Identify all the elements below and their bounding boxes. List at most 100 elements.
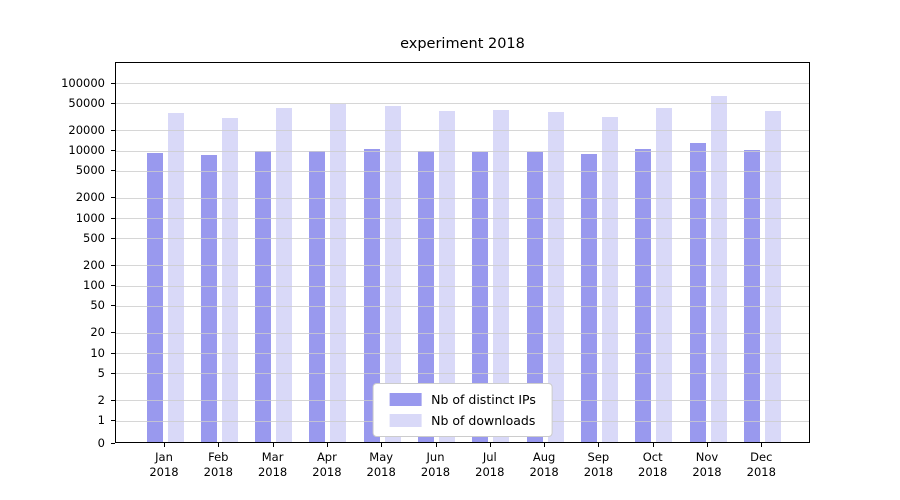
y-tick-label: 1000 (75, 210, 105, 225)
y-tick-label: 2000 (75, 190, 105, 205)
chart-title: experiment 2018 (400, 36, 525, 52)
legend-swatch-distinct-ips (389, 393, 422, 406)
y-tick-label: 10000 (68, 143, 105, 157)
x-tick-label: Dec 2018 (746, 450, 776, 479)
y-tick-label: 2 (97, 392, 105, 407)
y-tick-mark (111, 170, 115, 172)
y-tick-mark (111, 102, 115, 104)
y-tick-mark (111, 285, 115, 286)
x-tick-label: Aug 2018 (529, 450, 559, 479)
legend-label-distinct-ips: Nb of distinct IPs (431, 392, 536, 407)
gridline-y-100000 (116, 83, 809, 84)
gridline-y-50 (116, 305, 809, 307)
y-tick-mark (111, 150, 115, 151)
y-tick-label: 200 (83, 257, 105, 272)
y-tick-label: 50 (90, 298, 105, 313)
legend-item-downloads: Nb of downloads (389, 413, 536, 428)
bar-downloads-jul (493, 109, 510, 442)
y-tick-mark (111, 82, 115, 84)
x-tick-label: Jul 2018 (475, 450, 505, 479)
gridline-y-2000 (116, 197, 809, 199)
y-tick-mark (111, 237, 115, 239)
y-tick-mark (111, 332, 115, 334)
bar-downloads-sep (601, 116, 618, 442)
x-tick-mark (435, 443, 437, 447)
x-tick-mark (164, 443, 165, 447)
y-tick-mark (111, 443, 115, 444)
plot-area: Nb of distinct IPs Nb of downloads (115, 62, 810, 443)
x-tick-label: Sep 2018 (583, 450, 614, 479)
y-tick-label: 50000 (68, 95, 105, 110)
y-tick-label: 100 (83, 278, 105, 292)
bar-distinct-ips-nov (689, 142, 706, 442)
x-tick-label: Nov 2018 (692, 450, 722, 479)
bar-distinct-ips-jan (146, 152, 163, 442)
bar-distinct-ips-jul (472, 151, 489, 442)
y-tick-mark (111, 197, 115, 199)
x-tick-label: Jun 2018 (420, 450, 451, 479)
x-tick-mark (707, 443, 708, 447)
gridline-y-100 (116, 285, 809, 287)
gridline-y-5 (116, 373, 809, 375)
bar-downloads-jun (439, 111, 455, 442)
bar-downloads-oct (656, 107, 673, 442)
gridline-y-20 (116, 332, 809, 334)
bar-downloads-aug (547, 112, 564, 442)
x-tick-mark (544, 443, 546, 447)
x-tick-label: Feb 2018 (203, 450, 233, 479)
x-tick-label: Mar 2018 (257, 450, 288, 479)
legend: Nb of distinct IPs Nb of downloads (372, 383, 553, 437)
gridline-y-20000 (116, 130, 809, 132)
x-tick-mark (326, 443, 328, 447)
bar-downloads-jan (167, 113, 184, 442)
gridline-y-10000 (116, 150, 809, 152)
legend-item-distinct-ips: Nb of distinct IPs (389, 392, 536, 407)
bar-downloads-apr (330, 104, 347, 442)
x-tick-mark (652, 443, 654, 447)
y-tick-label: 500 (83, 230, 105, 245)
gridline-y-200 (116, 265, 809, 267)
legend-swatch-downloads (389, 414, 422, 427)
gridline-y-10 (116, 353, 809, 354)
bar-downloads-dec (764, 110, 781, 442)
x-tick-mark (761, 443, 763, 447)
y-tick-mark (111, 305, 115, 307)
bar-distinct-ips-dec (743, 150, 760, 442)
bar-distinct-ips-feb (200, 155, 217, 442)
y-tick-label: 5000 (75, 163, 105, 178)
y-tick-label: 0 (97, 436, 105, 450)
y-tick-label: 5 (97, 365, 105, 380)
y-tick-mark (111, 399, 115, 401)
gridline-y-1000 (116, 218, 809, 219)
bar-downloads-feb (221, 117, 238, 442)
x-tick-mark (218, 443, 220, 447)
y-tick-mark (111, 264, 115, 266)
y-tick-mark (111, 420, 115, 421)
y-tick-label: 20000 (68, 122, 105, 137)
bar-distinct-ips-apr (309, 151, 326, 442)
x-tick-label: Jan 2018 (149, 450, 179, 479)
y-tick-mark (111, 352, 115, 354)
y-tick-label: 100000 (61, 75, 105, 90)
bar-distinct-ips-sep (580, 154, 597, 442)
x-tick-label: Apr 2018 (312, 450, 342, 479)
x-tick-label: Oct 2018 (638, 450, 668, 479)
y-tick-mark (111, 372, 115, 374)
y-tick-mark (111, 129, 115, 131)
bar-downloads-mar (276, 107, 293, 442)
x-tick-mark (272, 443, 274, 447)
gridline-y-50000 (116, 103, 809, 105)
bar-downloads-nov (710, 95, 727, 442)
gridline-y-500 (116, 238, 809, 240)
legend-label-downloads: Nb of downloads (431, 413, 536, 428)
x-tick-mark (598, 443, 600, 447)
bar-distinct-ips-mar (255, 150, 272, 442)
bar-distinct-ips-aug (526, 152, 543, 442)
y-tick-mark (111, 217, 115, 219)
x-tick-mark (381, 443, 383, 447)
bar-downloads-may (384, 105, 401, 442)
gridline-y-5000 (116, 170, 809, 172)
bar-distinct-ips-oct (635, 149, 652, 442)
y-tick-label: 20 (90, 325, 105, 340)
